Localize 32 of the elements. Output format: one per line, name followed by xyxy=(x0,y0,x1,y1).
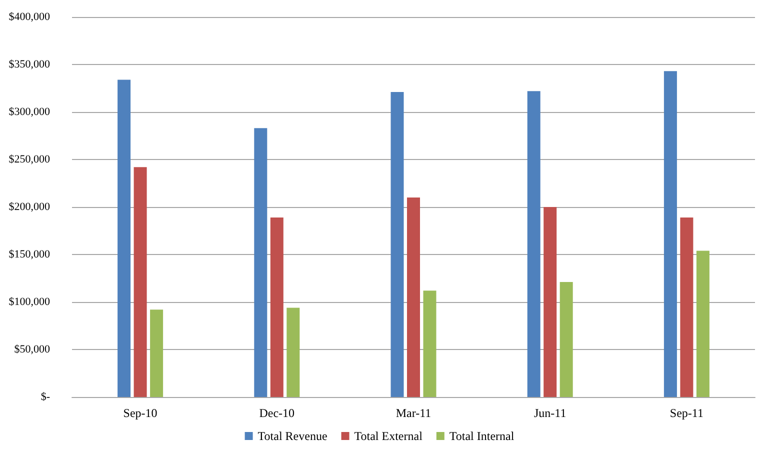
x-tick-label: Sep-11 xyxy=(670,406,704,420)
y-tick-label: $100,000 xyxy=(8,296,50,308)
x-tick-label: Sep-10 xyxy=(123,406,158,420)
bar xyxy=(254,128,268,397)
y-tick-label: $400,000 xyxy=(8,11,50,23)
y-tick-label: $350,000 xyxy=(8,58,50,70)
bar xyxy=(680,217,694,397)
bar xyxy=(390,92,404,397)
bar xyxy=(134,167,147,397)
y-tick-label: $300,000 xyxy=(8,106,50,118)
y-tick-label: $- xyxy=(40,391,50,403)
bar xyxy=(696,250,710,397)
bar xyxy=(664,71,677,397)
legend-label: Total Revenue xyxy=(258,429,328,443)
x-tick-label: Mar-11 xyxy=(396,406,432,420)
y-tick-label: $150,000 xyxy=(8,248,50,260)
legend-label: Total External xyxy=(354,429,424,443)
y-tick-label: $200,000 xyxy=(8,201,50,213)
bar xyxy=(270,217,284,397)
bar xyxy=(527,91,540,397)
bar xyxy=(407,198,420,397)
x-tick-label: Jun-11 xyxy=(534,406,566,420)
bar xyxy=(118,80,131,397)
bar xyxy=(423,290,436,397)
bar xyxy=(560,282,573,397)
y-tick-label: $50,000 xyxy=(14,344,50,356)
bar xyxy=(150,310,164,397)
x-tick-label: Dec-10 xyxy=(259,406,295,420)
legend-label: Total Internal xyxy=(449,429,515,443)
bar xyxy=(544,207,557,397)
y-tick-label: $250,000 xyxy=(8,154,50,166)
bar xyxy=(286,308,300,397)
